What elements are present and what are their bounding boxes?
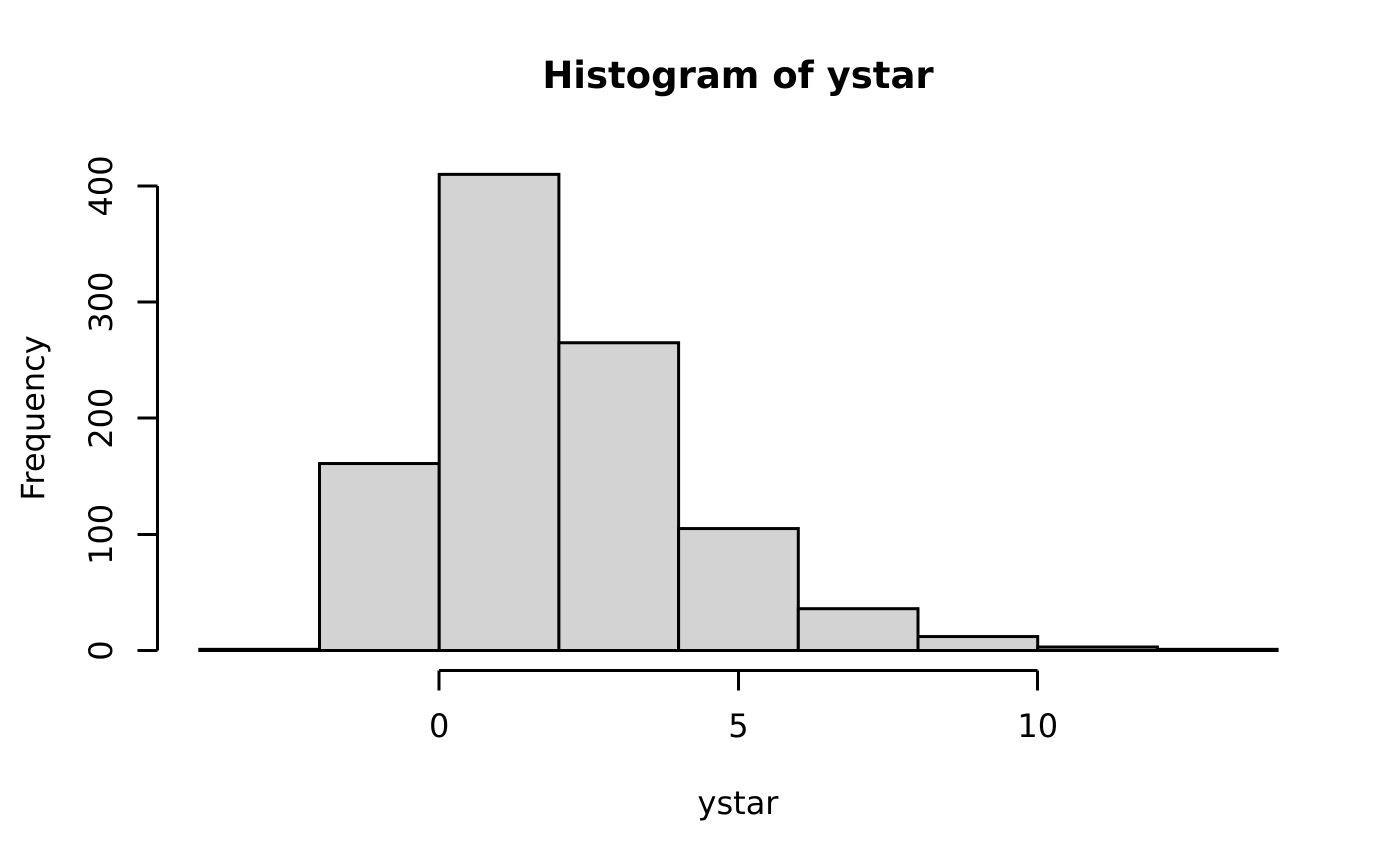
x-tick-label: 10 [1017, 707, 1058, 745]
histogram-bar [557, 341, 681, 652]
y-tick-label: 100 [82, 504, 120, 565]
x-tick-label: 5 [728, 707, 748, 745]
histogram-bar [796, 607, 920, 652]
y-tick-label: 400 [82, 155, 120, 216]
histogram-bar [1036, 645, 1159, 653]
histogram-bar [1155, 647, 1279, 652]
histogram-bar [916, 635, 1040, 652]
x-tick-label: 0 [429, 707, 449, 745]
y-axis-label: Frequency [14, 335, 52, 501]
histogram-bar [437, 172, 561, 652]
y-tick-label: 300 [82, 272, 120, 333]
x-axis-label: ystar [697, 784, 779, 822]
y-tick-label: 200 [82, 388, 120, 449]
histogram-bar [677, 527, 800, 652]
y-tick-label: 0 [82, 640, 120, 660]
histogram-bar [198, 647, 321, 652]
chart-title: Histogram of ystar [542, 54, 934, 97]
histogram-bar [318, 462, 441, 652]
